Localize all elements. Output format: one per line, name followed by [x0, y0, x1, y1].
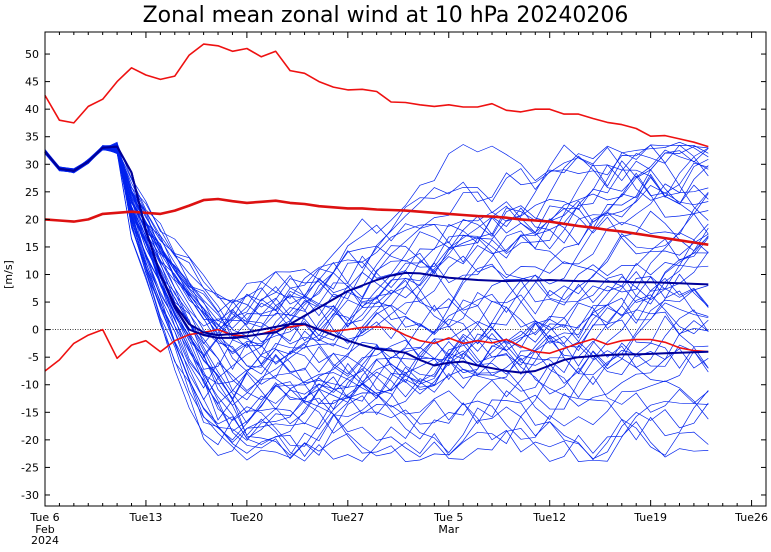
- y-tick-label: -5: [28, 351, 39, 364]
- x-sub-label: 2024: [31, 534, 59, 547]
- climatological-mean-line: [44, 197, 709, 246]
- ensemble-member-line: [44, 141, 709, 331]
- ensemble-member-line: [44, 146, 709, 345]
- ensemble-member-line: [44, 144, 709, 462]
- ensemble-member-line: [44, 145, 709, 460]
- ensemble-member-line: [44, 147, 709, 329]
- ensemble-member-line: [44, 146, 709, 454]
- y-tick-label: -30: [21, 489, 39, 502]
- x-sub-label: Mar: [438, 523, 459, 536]
- ensemble-member-line: [44, 145, 709, 401]
- ensemble-member-line: [44, 145, 709, 336]
- ensemble-member-line: [44, 145, 709, 454]
- ensemble-member-line: [44, 144, 709, 331]
- x-tick-label: Tue 5: [433, 511, 463, 524]
- ensemble-member-line: [44, 145, 709, 366]
- ensemble-member-line: [44, 146, 709, 391]
- y-tick-label: -20: [21, 434, 39, 447]
- y-tick-label: -25: [21, 461, 39, 474]
- ensemble-member-line: [44, 144, 709, 401]
- ensemble-member-line: [44, 144, 709, 405]
- chart-title: Zonal mean zonal wind at 10 hPa 20240206: [142, 3, 629, 28]
- ensemble-member-line: [44, 145, 709, 441]
- climatological-max-line: [44, 43, 709, 148]
- x-tick-label: Tue20: [229, 511, 263, 524]
- ensemble-member-line: [44, 147, 709, 441]
- ensemble-member-line: [44, 147, 709, 462]
- y-axis-label: [m/s]: [2, 260, 15, 289]
- x-tick-label: Tue19: [633, 511, 667, 524]
- y-tick-label: 20: [25, 213, 39, 226]
- y-tick-label: 30: [25, 158, 39, 171]
- ensemble-member-line: [44, 143, 709, 413]
- y-tick-label: 5: [32, 296, 39, 309]
- x-sub-label: Feb: [35, 523, 54, 536]
- y-tick-label: 40: [25, 103, 39, 116]
- ensemble-member-line: [44, 144, 709, 392]
- ensemble-member-line: [44, 147, 709, 400]
- y-tick-label: 45: [25, 76, 39, 89]
- y-tick-label: 15: [25, 241, 39, 254]
- x-tick-label: Tue 6: [29, 511, 59, 524]
- ensemble-member-line: [44, 146, 709, 342]
- y-tick-label: -10: [21, 379, 39, 392]
- ensemble-member-line: [44, 142, 709, 368]
- x-tick-label: Tue13: [129, 511, 163, 524]
- y-tick-label: 50: [25, 48, 39, 61]
- y-tick-label: 35: [25, 131, 39, 144]
- ensemble-member-line: [44, 144, 709, 321]
- ensemble-member-line: [44, 145, 709, 349]
- ensemble-member-line: [44, 146, 709, 343]
- x-tick-label: Tue12: [532, 511, 566, 524]
- y-tick-label: 25: [25, 186, 39, 199]
- ensemble-member-line: [44, 148, 709, 434]
- x-tick-label: Tue27: [330, 511, 364, 524]
- y-tick-label: 0: [32, 324, 39, 337]
- ensemble-member-low-line: [44, 145, 709, 374]
- ensemble-member-line: [44, 145, 709, 447]
- x-tick-label: Tue26: [734, 511, 768, 524]
- y-tick-label: 10: [25, 269, 39, 282]
- y-tick-label: -15: [21, 406, 39, 419]
- climatological-min-line: [44, 323, 709, 372]
